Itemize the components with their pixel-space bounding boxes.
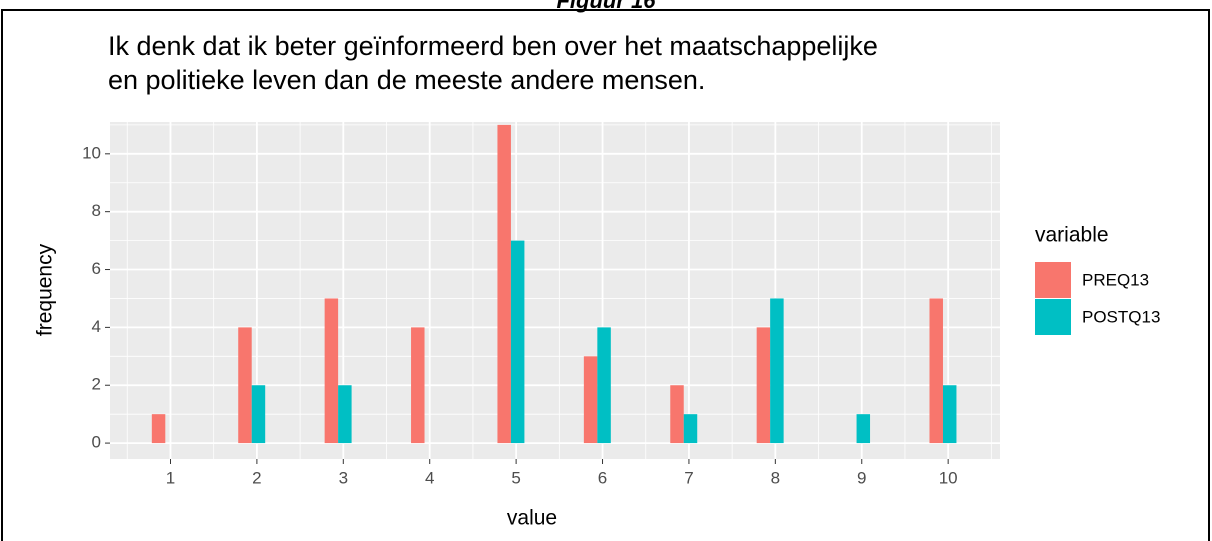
legend-title: variable [1035,224,1109,247]
x-axis-label: value [507,507,557,530]
bar [856,414,871,444]
x-tick-label: 2 [252,468,261,487]
y-axis-label: frequency [34,243,57,336]
x-tick-label: 10 [939,468,958,487]
bar [151,414,166,444]
bar [238,327,252,444]
bar [497,124,511,444]
x-tick-label: 5 [511,468,520,487]
y-tick-label: 10 [82,143,101,162]
bar [583,356,598,444]
caption: Figuur 16 [556,0,656,13]
x-tick-label: 4 [425,468,434,487]
bar [756,327,771,444]
bar [338,385,352,444]
y-tick-label: 6 [92,259,101,278]
legend-key [1035,299,1071,335]
x-tick-label: 9 [857,468,866,487]
legend-label: POSTQ13 [1082,307,1160,326]
bar [683,414,698,444]
bar [411,327,425,444]
x-tick-label: 8 [771,468,780,487]
chart-title: Ik denk dat ik beter geïnformeerd ben ov… [108,31,878,61]
legend-label: PREQ13 [1082,270,1149,289]
x-tick-label: 7 [684,468,693,487]
bar [942,385,957,444]
bar [670,385,684,444]
bar [510,240,525,444]
bar [597,327,611,444]
bar [929,298,943,444]
y-tick-label: 8 [92,201,101,220]
y-tick-label: 4 [92,317,101,336]
bar [770,298,784,444]
frame [1,9,1210,541]
chart-title: en politieke leven dan de meeste andere … [108,65,705,95]
x-tick-label: 1 [166,468,175,487]
x-tick-label: 6 [598,468,607,487]
bar [324,298,339,444]
x-tick-label: 3 [339,468,348,487]
y-tick-label: 2 [92,375,101,394]
bar [251,385,266,444]
legend-key [1035,262,1071,298]
y-tick-label: 0 [92,433,101,452]
